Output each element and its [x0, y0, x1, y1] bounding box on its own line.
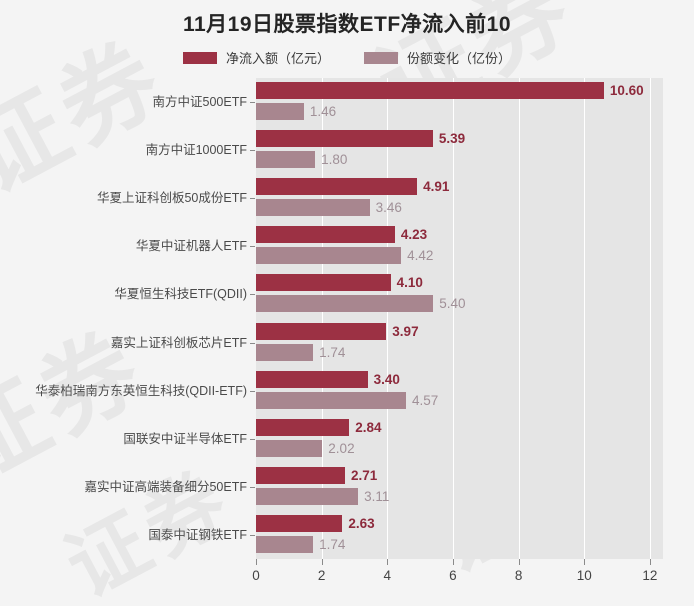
x-axis-label: 6	[449, 568, 457, 583]
y-axis-tick	[250, 534, 255, 536]
bar-share-change[interactable]	[256, 487, 359, 505]
bar-value-share-change: 1.80	[321, 152, 348, 168]
legend-item-share-change[interactable]: 份额变化（亿份）	[364, 48, 511, 67]
bar-net-inflow[interactable]	[256, 418, 350, 436]
y-axis-label: 国联安中证半导体ETF	[123, 431, 247, 446]
x-axis-label: 8	[514, 568, 523, 583]
legend-swatch-net-inflow	[182, 51, 217, 64]
y-axis-tick	[250, 294, 255, 296]
bar-value-share-change: 3.11	[364, 488, 390, 504]
y-axis-label: 嘉实上证科创板芯片ETF	[110, 335, 247, 350]
y-axis-label: 华夏上证科创板50成份ETF	[96, 191, 247, 206]
y-axis-label: 国泰中证钢铁ETF	[148, 527, 247, 542]
y-axis-label: 南方中证500ETF	[152, 95, 247, 110]
x-axis-label: 0	[252, 568, 260, 583]
bar-share-change[interactable]	[256, 103, 304, 120]
bar-net-inflow[interactable]	[256, 466, 345, 484]
legend-label-net-inflow: 净流入额（亿元）	[225, 51, 330, 66]
bar-net-inflow[interactable]	[256, 226, 395, 244]
bar-value-share-change: 4.57	[411, 392, 439, 408]
bar-value-net-inflow: 3.97	[392, 323, 419, 339]
bar-share-change[interactable]	[256, 151, 316, 169]
bar-net-inflow[interactable]	[256, 514, 343, 532]
bar-share-change[interactable]	[256, 247, 402, 265]
bar-value-share-change: 2.02	[328, 440, 355, 456]
y-axis-tick	[250, 486, 255, 488]
x-axis-label: 12	[642, 568, 658, 583]
y-axis-label: 华泰柏瑞南方东英恒生科技(QDII-ETF)	[35, 383, 247, 398]
bar-net-inflow[interactable]	[256, 274, 391, 292]
y-axis-tick	[250, 390, 255, 392]
x-axis-tick	[452, 559, 454, 565]
bar-value-net-inflow: 4.10	[396, 275, 423, 291]
y-axis-tick	[250, 198, 255, 200]
bar-row: 4.23 4.42	[256, 222, 663, 270]
bar-value-share-change: 4.42	[407, 248, 434, 264]
x-axis-label: 2	[317, 568, 326, 583]
bar-row: 4.91 3.46	[256, 174, 663, 222]
y-axis-label: 华夏中证机器人ETF	[135, 239, 247, 254]
bar-row: 2.84 2.02	[256, 415, 663, 463]
x-axis-tick	[256, 559, 257, 565]
bar-value-net-inflow: 4.23	[400, 227, 428, 243]
bar-net-inflow[interactable]	[256, 370, 368, 388]
bar-share-change[interactable]	[256, 391, 406, 409]
bar-row: 10.60 1.46	[256, 78, 663, 126]
watermark-text: 证券	[0, 312, 162, 503]
x-axis-tick	[649, 559, 651, 565]
x-axis-tick	[387, 559, 389, 565]
y-axis-label: 南方中证1000ETF	[145, 143, 247, 158]
bar-rows: 10.60 1.46 5.39 1.80 4.91 3.46 4.23 4.42 4.10 5.4…	[256, 78, 663, 559]
bar-row: 3.97 1.74	[256, 319, 663, 367]
bar-value-share-change: 1.46	[309, 104, 337, 119]
bar-share-change[interactable]	[256, 199, 370, 217]
y-axis-tick	[250, 150, 255, 152]
chart-legend: 净流入额（亿元） 份额变化（亿份）	[0, 48, 694, 67]
bar-row: 2.71 3.11	[256, 463, 663, 511]
x-axis-label: 4	[383, 568, 392, 583]
legend-swatch-share-change	[364, 51, 398, 64]
bar-row: 3.40 4.57	[256, 367, 663, 415]
bar-value-share-change: 5.40	[439, 296, 466, 312]
legend-label-share-change: 份额变化（亿份）	[407, 51, 512, 66]
bar-value-net-inflow: 2.84	[355, 419, 382, 435]
bar-row: 2.63 1.74	[256, 511, 663, 559]
bar-share-change[interactable]	[256, 439, 323, 457]
bar-row: 5.39 1.80	[256, 126, 663, 174]
bar-share-change[interactable]	[256, 535, 314, 553]
bar-value-net-inflow: 10.60	[609, 83, 644, 98]
bar-value-net-inflow: 2.71	[350, 467, 378, 483]
chart-title: 11月19日股票指数ETF净流入前10	[182, 13, 512, 36]
bar-value-net-inflow: 3.40	[373, 371, 400, 387]
bar-value-share-change: 1.74	[319, 536, 346, 552]
plot-area: 10.60 1.46 5.39 1.80 4.91 3.46 4.23 4.42 4.10 5.4…	[256, 78, 663, 559]
x-axis-tick	[518, 559, 520, 565]
bar-share-change[interactable]	[256, 295, 434, 313]
y-axis-tick	[250, 342, 255, 344]
bar-value-share-change: 3.46	[375, 200, 402, 216]
bar-net-inflow[interactable]	[256, 322, 387, 340]
legend-item-net-inflow[interactable]: 净流入额（亿元）	[182, 48, 330, 67]
bar-value-net-inflow: 2.63	[348, 515, 375, 531]
y-axis-label: 嘉实中证高端装备细分50ETF	[84, 479, 247, 494]
x-axis-tick	[321, 559, 323, 565]
x-axis-label: 10	[576, 568, 592, 583]
bar-net-inflow[interactable]	[256, 178, 418, 196]
y-axis-label: 华夏恒生科技ETF(QDII)	[114, 287, 247, 302]
watermark-text: 证券	[53, 455, 247, 606]
bar-value-net-inflow: 5.39	[438, 131, 466, 147]
y-axis-tick	[250, 102, 255, 104]
bar-net-inflow[interactable]	[256, 130, 433, 148]
y-axis-tick	[250, 246, 255, 248]
bar-value-net-inflow: 4.91	[423, 179, 450, 195]
bar-share-change[interactable]	[256, 343, 314, 361]
x-axis-tick	[584, 559, 586, 565]
bar-net-inflow[interactable]	[256, 82, 604, 99]
bar-value-share-change: 1.74	[319, 344, 346, 360]
y-axis-tick	[250, 438, 255, 440]
bar-row: 4.10 5.40	[256, 270, 663, 318]
